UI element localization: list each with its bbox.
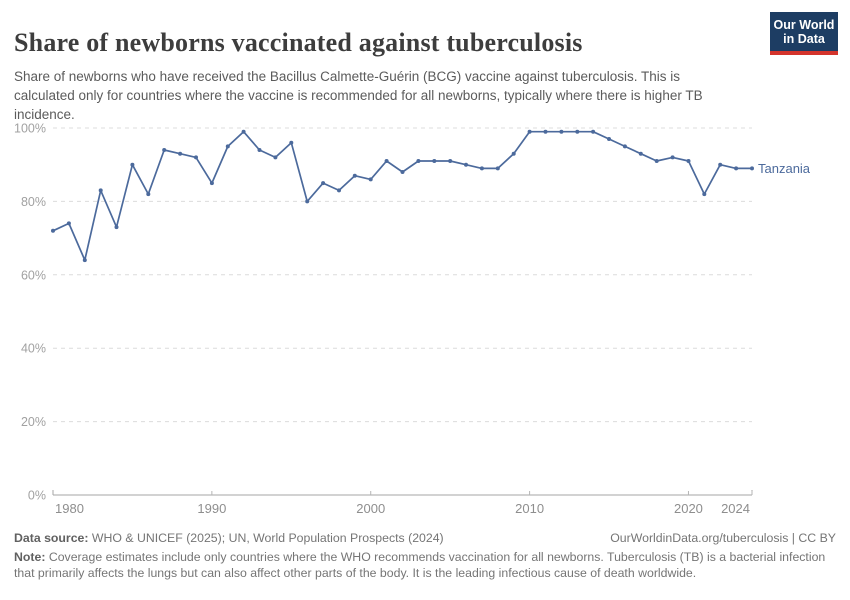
x-axis-label: 2010: [515, 501, 544, 516]
data-point[interactable]: [686, 159, 691, 163]
owid-url-link[interactable]: OurWorldinData.org/tuberculosis | CC BY: [610, 531, 836, 545]
data-source-line: Data source: WHO & UNICEF (2025); UN, Wo…: [14, 530, 444, 546]
x-axis-label: 2000: [356, 501, 385, 516]
data-point[interactable]: [734, 166, 739, 171]
page-title: Share of newborns vaccinated against tub…: [14, 28, 583, 58]
y-axis-label: 20%: [21, 415, 46, 429]
data-point[interactable]: [495, 166, 500, 171]
data-point[interactable]: [670, 155, 675, 160]
y-axis-label: 80%: [21, 195, 46, 209]
data-point[interactable]: [718, 162, 723, 167]
y-axis-label: 60%: [21, 268, 46, 282]
data-point[interactable]: [178, 151, 183, 156]
data-point[interactable]: [416, 159, 421, 163]
data-point[interactable]: [337, 188, 341, 193]
data-point[interactable]: [543, 129, 548, 134]
owid-logo-line1: Our World: [773, 18, 835, 32]
data-point[interactable]: [321, 181, 326, 186]
data-point[interactable]: [464, 162, 468, 167]
data-point[interactable]: [511, 151, 516, 156]
data-point[interactable]: [368, 177, 373, 182]
data-point[interactable]: [114, 225, 119, 230]
x-axis-label: 1980: [55, 501, 84, 516]
data-point[interactable]: [575, 129, 580, 134]
owid-logo-red-bar: [770, 51, 838, 55]
data-source-text: WHO & UNICEF (2025); UN, World Populatio…: [88, 531, 444, 545]
data-point[interactable]: [448, 159, 453, 163]
data-point[interactable]: [591, 129, 596, 134]
data-point[interactable]: [82, 258, 87, 263]
data-point[interactable]: [289, 140, 294, 145]
data-point[interactable]: [622, 144, 627, 149]
data-point[interactable]: [305, 199, 310, 204]
x-axis-label: 2020: [674, 501, 703, 516]
chart-footer: Data source: WHO & UNICEF (2025); UN, Wo…: [14, 530, 836, 581]
data-point[interactable]: [209, 181, 214, 186]
y-axis-label: 0%: [28, 489, 46, 503]
y-axis-label: 100%: [14, 122, 46, 136]
data-point[interactable]: [162, 148, 167, 152]
note-text: Coverage estimates include only countrie…: [14, 550, 826, 580]
data-point[interactable]: [400, 170, 405, 174]
data-point[interactable]: [66, 221, 71, 226]
data-point[interactable]: [750, 166, 754, 171]
data-point[interactable]: [257, 148, 262, 152]
note-label: Note:: [14, 550, 46, 564]
data-point[interactable]: [352, 173, 357, 178]
series-label-tanzania[interactable]: Tanzania: [758, 161, 811, 176]
data-point[interactable]: [98, 188, 103, 193]
data-point[interactable]: [225, 144, 230, 149]
owid-logo-box: Our World in Data: [770, 12, 838, 51]
data-point[interactable]: [432, 159, 437, 163]
data-point[interactable]: [654, 159, 659, 163]
x-axis-label: 2024: [721, 501, 750, 516]
note-line: Note: Coverage estimates include only co…: [14, 550, 826, 581]
data-point[interactable]: [241, 129, 246, 134]
owid-logo[interactable]: Our World in Data: [770, 12, 838, 55]
data-point[interactable]: [638, 151, 643, 156]
chart-subtitle: Share of newborns who have received the …: [14, 68, 703, 122]
data-point[interactable]: [702, 192, 707, 197]
data-point[interactable]: [273, 155, 278, 160]
y-axis-label: 40%: [21, 342, 46, 356]
data-point[interactable]: [194, 155, 198, 160]
data-source-label: Data source:: [14, 531, 89, 545]
data-point[interactable]: [559, 129, 564, 134]
data-point[interactable]: [384, 159, 389, 163]
data-point[interactable]: [607, 137, 611, 141]
series-line-tanzania[interactable]: [52, 130, 753, 261]
x-axis-label: 1990: [197, 501, 226, 516]
data-point[interactable]: [51, 228, 55, 233]
data-point[interactable]: [146, 192, 151, 197]
owid-logo-line2: in Data: [783, 32, 825, 46]
data-point[interactable]: [527, 129, 532, 134]
data-point[interactable]: [130, 162, 135, 167]
data-point[interactable]: [479, 166, 484, 171]
